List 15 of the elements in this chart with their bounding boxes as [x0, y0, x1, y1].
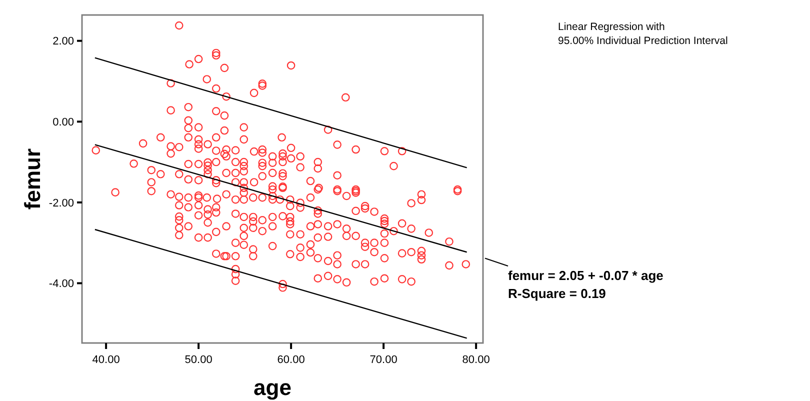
x-tick-label: 40.00	[92, 354, 120, 366]
text: R-Square = 0.19	[508, 286, 606, 301]
y-tick-label: -2.00	[48, 197, 74, 210]
x-tick-label: 70.00	[370, 354, 398, 366]
x-tick-label: 80.00	[462, 354, 490, 366]
x-tick-label: 50.00	[184, 354, 212, 366]
text: 95.00% Individual Prediction Interval	[558, 35, 728, 47]
x-axis-title: age	[254, 375, 292, 400]
y-tick-label: 0.00	[52, 116, 74, 128]
y-tick-label: -4.00	[48, 278, 74, 290]
x-tick-label: 60.00	[277, 354, 305, 366]
y-axis-title: femur	[20, 148, 45, 210]
text: Linear Regression with	[558, 21, 665, 33]
y-tick-label: 2.00	[52, 36, 74, 48]
text: femur = 2.05 + -0.07 * age	[508, 268, 664, 283]
